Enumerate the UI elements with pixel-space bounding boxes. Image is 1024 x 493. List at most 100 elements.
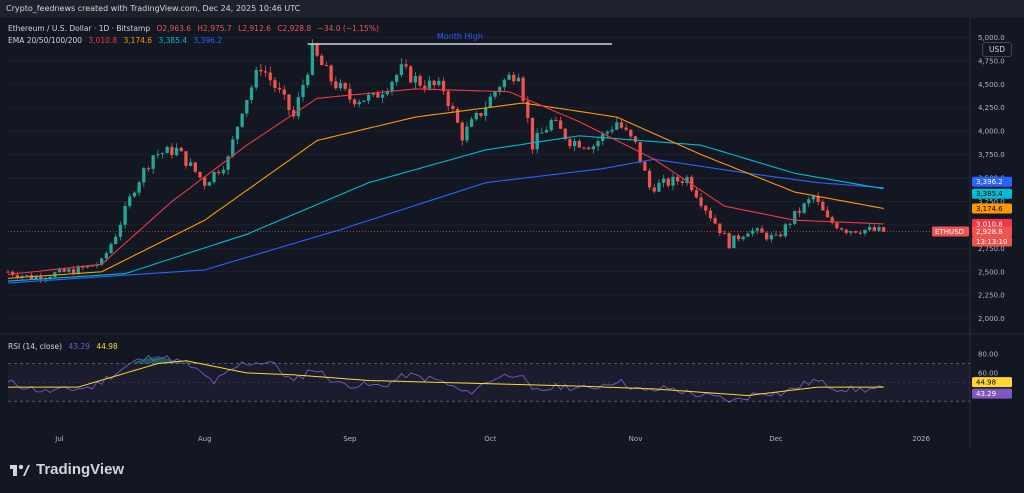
ema50-line (7, 102, 884, 279)
candle (512, 74, 516, 82)
candle (839, 228, 844, 230)
ohlc-close: C2,928.8 (277, 24, 312, 33)
candle (793, 210, 797, 224)
candle (488, 96, 492, 108)
rsi-label: RSI (14, close) (8, 342, 63, 351)
rsi-line (7, 355, 884, 403)
candle (109, 244, 113, 254)
candle (624, 127, 628, 130)
candle (849, 231, 853, 233)
candle (254, 69, 258, 88)
candle (156, 154, 160, 156)
candle (764, 232, 769, 240)
tradingview-logo[interactable]: TradingView (10, 461, 124, 478)
candle (544, 130, 549, 133)
candle (825, 210, 830, 218)
candle (774, 234, 778, 236)
candle (226, 156, 230, 170)
y-tick-label: 3,250.0 (978, 198, 1005, 206)
candle (432, 80, 436, 86)
ema100-tag-bg (972, 188, 1012, 199)
candle (704, 205, 708, 211)
candle (699, 197, 703, 206)
candle (493, 91, 497, 97)
symbol-badge: ETHUSD (935, 228, 964, 236)
candle (132, 192, 137, 197)
candle (615, 122, 619, 130)
candle (15, 274, 20, 278)
candle (521, 77, 525, 102)
ema20-line (7, 88, 884, 276)
candle (835, 222, 839, 229)
chart-area[interactable]: 5,000.0 4,750.0 4,500.0 4,250.0 4,000.0 3,750… (0, 18, 1024, 449)
candle (240, 113, 244, 127)
candle (652, 187, 656, 192)
candle (348, 88, 352, 100)
candle (217, 171, 221, 174)
candle (736, 235, 741, 240)
candle (629, 129, 633, 137)
candle (596, 141, 600, 147)
ema200-line (7, 158, 884, 284)
candle (315, 43, 319, 56)
rsi-tag: 43.29 (976, 390, 996, 398)
candle (231, 139, 235, 157)
candle (469, 119, 474, 127)
ema20-tag: 3,010.8 (976, 220, 1003, 228)
candle (207, 182, 212, 186)
candle (582, 147, 586, 149)
y-tick-label: 3,750.0 (978, 151, 1005, 159)
candle (292, 110, 296, 117)
candle (296, 97, 300, 117)
y-tick-label: 2,250.0 (978, 292, 1005, 300)
candle (90, 265, 94, 267)
candle (718, 223, 722, 234)
rsi-ma-tag-bg (972, 377, 1012, 388)
rsi-tick-label: 80.00 (978, 351, 998, 359)
candle (366, 94, 371, 101)
candle (151, 155, 155, 169)
candle (577, 141, 581, 148)
candle (877, 227, 881, 231)
ema200-tag-bg (972, 176, 1012, 187)
price-chart[interactable]: 5,000.0 4,750.0 4,500.0 4,250.0 4,000.0 3,750… (0, 18, 1024, 449)
rsi-value: 43.29 (68, 342, 90, 351)
x-tick-label: Jul (54, 435, 64, 443)
candle (67, 269, 71, 272)
candle (310, 43, 315, 75)
candle (540, 132, 544, 134)
candle (760, 228, 764, 233)
candle (263, 71, 268, 73)
candle (526, 101, 530, 118)
currency-button[interactable]: USD (981, 42, 1012, 57)
candle (657, 182, 661, 192)
candle (647, 170, 652, 188)
candle (235, 126, 240, 140)
candle (85, 265, 90, 268)
candle (643, 161, 647, 171)
candle (62, 268, 66, 272)
candle (708, 210, 713, 219)
x-tick-label: Sep (343, 435, 357, 443)
candle (816, 196, 820, 202)
candle (441, 80, 446, 92)
candle (713, 218, 717, 224)
candle (779, 234, 783, 237)
candle (690, 176, 694, 191)
candle (530, 117, 535, 150)
candle (174, 147, 179, 156)
candle (661, 178, 666, 183)
symbol-title: Ethereum / U.S. Dollar · 1D · Bitstamp (8, 24, 151, 33)
month-high-label: Month High (437, 32, 483, 41)
symbol-badge-bg (932, 226, 969, 237)
candle (554, 119, 558, 121)
rsi-legend: RSI (14, close) 43.29 44.98 (8, 342, 122, 351)
footer: TradingView (0, 449, 1024, 493)
candle (282, 89, 286, 95)
candle (746, 233, 750, 237)
candle (853, 231, 858, 233)
candle (591, 146, 596, 150)
candle (455, 109, 460, 123)
candle (502, 79, 507, 88)
candle (362, 100, 366, 102)
